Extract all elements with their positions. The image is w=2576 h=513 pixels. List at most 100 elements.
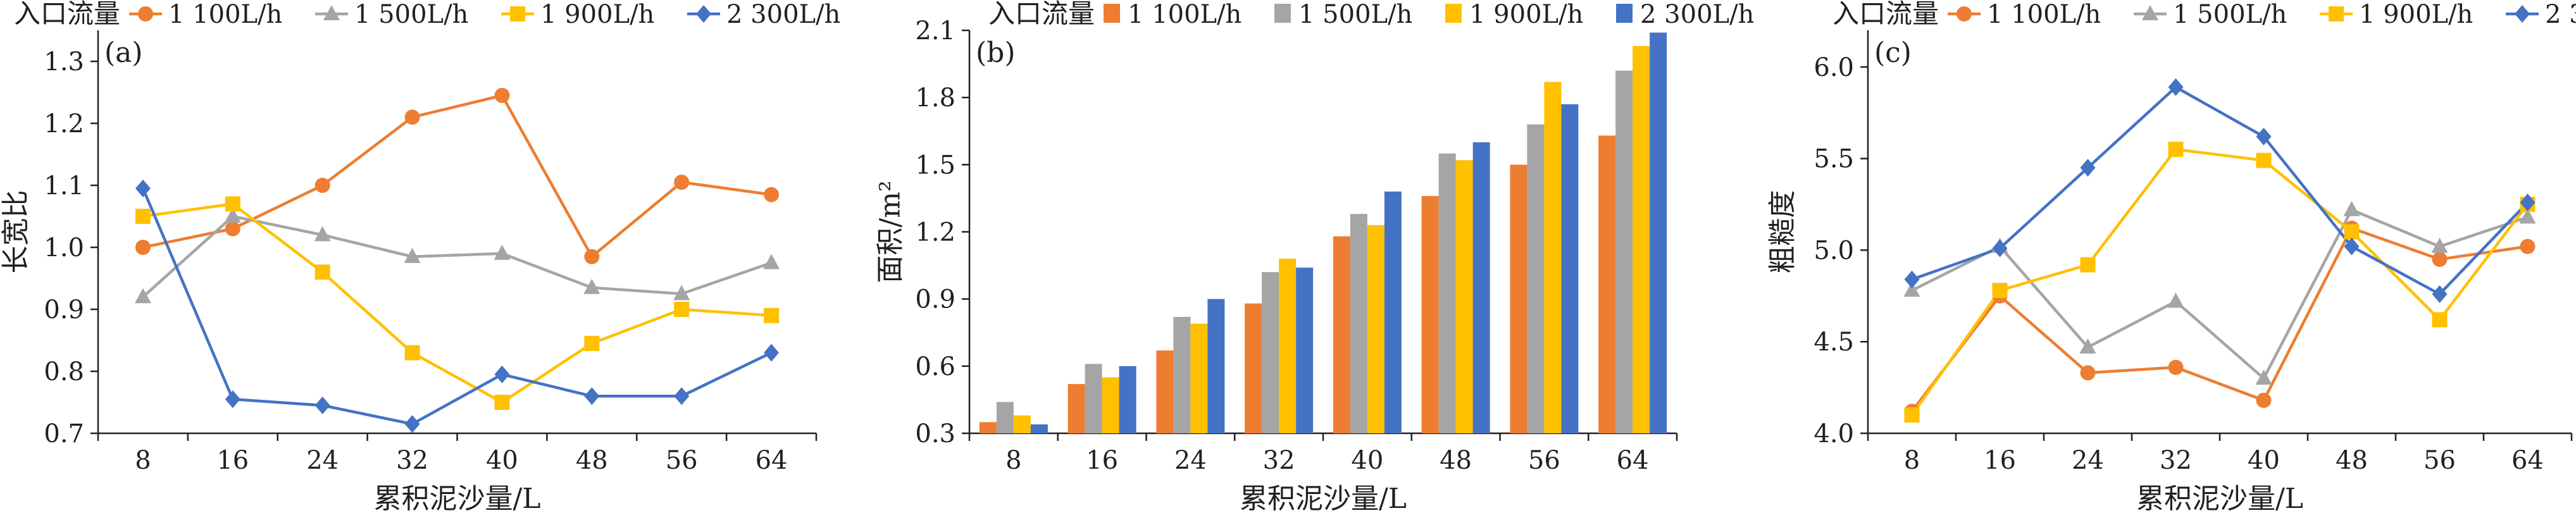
data-point (584, 249, 600, 264)
data-point (2256, 392, 2272, 408)
x-tick-label: 16 (216, 446, 249, 475)
bar (1527, 124, 1545, 433)
bar (1102, 377, 1119, 433)
x-tick-label: 48 (1440, 446, 1472, 475)
data-point (2255, 369, 2272, 385)
x-tick-label: 64 (2511, 446, 2544, 475)
bar (1296, 268, 1314, 433)
data-point (314, 178, 330, 193)
y-tick-label: 1.8 (915, 83, 955, 113)
data-point (674, 302, 690, 317)
y-tick-label: 1.0 (44, 233, 84, 263)
series-line (142, 214, 772, 299)
data-point (494, 395, 510, 410)
series-line (1911, 207, 2529, 381)
bar (1421, 195, 1439, 433)
data-point (2432, 312, 2448, 328)
legend-label: 2 300L/h (726, 0, 840, 29)
bar (1384, 191, 1402, 433)
data-point (2079, 338, 2096, 354)
legend-marker (1957, 6, 1972, 22)
x-tick-label: 8 (135, 446, 151, 475)
y-tick-label: 0.7 (44, 419, 84, 448)
legend: 入口流量 1 100L/h 1 500L/h 1 900L/h 2 300L/h (1832, 0, 2576, 29)
y-tick-label: 0.9 (44, 295, 84, 324)
legend-title: 入口流量 (14, 0, 120, 29)
bar (1455, 160, 1473, 433)
legend-marker (138, 6, 153, 22)
y-axis-label: 面积/m² (874, 180, 907, 283)
x-tick-label: 40 (2248, 446, 2280, 475)
legend-marker (510, 6, 525, 22)
data-point (584, 387, 600, 405)
legend-marker (696, 5, 711, 23)
bar (1262, 272, 1279, 433)
y-tick-label: 1.2 (915, 218, 955, 247)
series-line (1910, 147, 2529, 416)
legend: 入口流量 1 100L/h 1 500L/h 1 900L/h 2 300L/h (988, 0, 1754, 29)
x-tick-label: 16 (1984, 446, 2016, 475)
legend-label: 1 100L/h (1128, 0, 1241, 29)
data-point (1903, 281, 1920, 297)
legend-swatch (1445, 4, 1462, 23)
y-tick-label: 0.6 (915, 352, 955, 381)
chart-panel-1: 0.7 0.8 0.9 1.0 1.1 1.2 1.3 8 16 24 32 40 48 56 64 累积泥沙… (0, 0, 840, 513)
data-point (404, 247, 421, 263)
bar (1030, 424, 1048, 433)
data-point (2256, 152, 2272, 168)
data-point (494, 244, 511, 260)
data-point (135, 209, 151, 224)
y-tick-label: 1.5 (915, 151, 955, 180)
data-point (2432, 251, 2448, 267)
legend-label: 1 900L/h (540, 0, 654, 29)
bar (1650, 32, 1667, 434)
bar (1598, 135, 1616, 434)
data-point (583, 278, 600, 294)
data-point (135, 179, 151, 197)
x-tick-label: 56 (1528, 446, 1560, 475)
legend-title: 入口流量 (988, 0, 1095, 29)
bar (1067, 384, 1085, 433)
data-point (2343, 201, 2360, 216)
bar (1156, 350, 1174, 433)
chart-panel-2: 0.3 0.6 0.9 1.2 1.5 1.8 2.1 8 16 24 32 40 48 56 64 累积泥沙… (874, 0, 1755, 513)
data-point (584, 335, 600, 351)
x-tick-label: 24 (306, 446, 339, 475)
data-point (2520, 238, 2536, 254)
y-axis-label: 粗糙度 (1767, 190, 1799, 274)
data-point (494, 87, 510, 103)
data-point (764, 307, 780, 323)
data-point (2168, 359, 2184, 375)
data-point (314, 396, 330, 414)
data-point (2431, 237, 2448, 253)
bar (1190, 323, 1208, 433)
legend-swatch (1104, 4, 1120, 23)
data-point (1904, 270, 1920, 288)
y-tick-label: 5.5 (1814, 145, 1854, 174)
bar (1333, 236, 1350, 433)
x-tick-label: 64 (756, 446, 788, 475)
bar (1561, 104, 1579, 434)
x-tick-label: 24 (1174, 446, 1207, 475)
data-point (673, 285, 690, 300)
series-line (142, 94, 772, 259)
bar (1615, 70, 1633, 433)
legend-label: 1 900L/h (2359, 0, 2473, 29)
y-axis-label: 长宽比 (0, 190, 32, 274)
series-line (1911, 85, 2529, 296)
bar (1350, 214, 1367, 433)
bar (1438, 153, 1456, 433)
legend-marker (2515, 5, 2530, 23)
bar (1245, 303, 1262, 433)
x-axis-label: 累积泥沙量/L (373, 483, 540, 513)
legend-label: 2 300L/h (2545, 0, 2576, 29)
series-line (142, 202, 772, 404)
data-point (2520, 194, 2536, 212)
data-point (674, 175, 690, 190)
panel-label: (c) (1874, 37, 1912, 69)
bar (1472, 142, 1490, 433)
x-tick-label: 56 (666, 446, 698, 475)
data-point (404, 109, 420, 125)
series-line (1910, 226, 2528, 412)
bar (1119, 366, 1136, 433)
